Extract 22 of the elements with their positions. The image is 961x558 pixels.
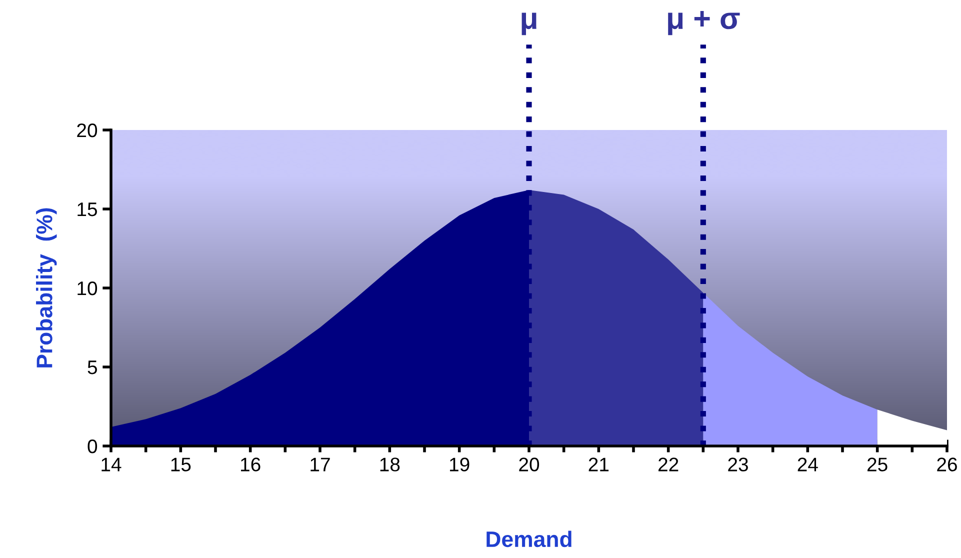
y-axis-title: Probability (%): [36, 208, 57, 368]
y-tick-label: 5: [88, 360, 97, 374]
x-tick-label: 21: [588, 458, 609, 472]
x-tick-label: 18: [380, 458, 400, 472]
x-tick-label: 20: [519, 458, 540, 472]
x-tick-label: 22: [658, 458, 678, 472]
ref-line-label: μ: [522, 12, 536, 36]
y-tick-label: 0: [88, 439, 98, 454]
x-tick-label: 15: [171, 458, 191, 472]
x-axis-title: Demand: [486, 530, 572, 548]
x-tick-label: 14: [102, 458, 122, 472]
x-tick-label: 17: [310, 458, 330, 472]
y-tick-label: 10: [78, 281, 98, 296]
x-tick-label: 26: [937, 458, 957, 472]
x-tick-label: 23: [728, 458, 748, 472]
y-tick-label: 15: [78, 202, 97, 216]
y-tick-label: 20: [77, 123, 98, 138]
ref-line-label: μ + σ: [668, 10, 740, 36]
x-tick-label: 19: [450, 458, 470, 472]
x-tick-label: 25: [868, 458, 888, 472]
x-tick-label: 16: [241, 458, 260, 472]
x-tick-label: 24: [798, 458, 818, 472]
